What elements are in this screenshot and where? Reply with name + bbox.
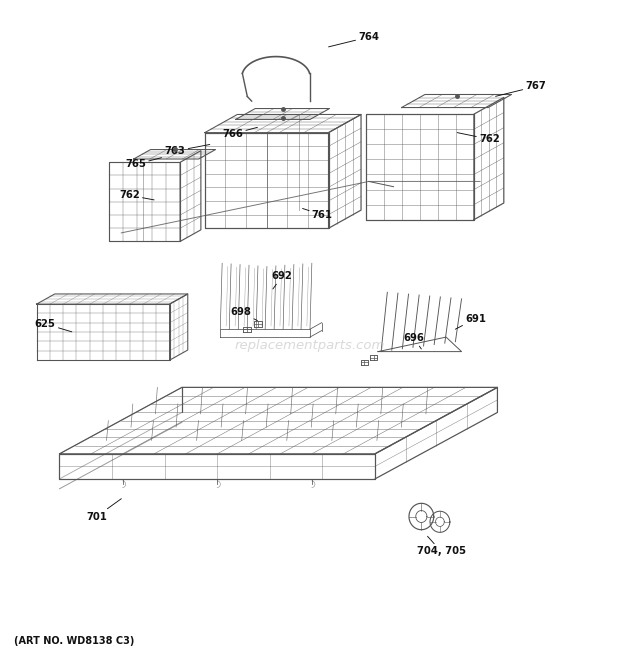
Text: 765: 765 bbox=[125, 158, 162, 169]
Text: 761: 761 bbox=[303, 208, 333, 220]
Text: 692: 692 bbox=[272, 272, 293, 289]
Text: 696: 696 bbox=[404, 333, 424, 349]
Text: 704, 705: 704, 705 bbox=[417, 536, 466, 557]
Text: 691: 691 bbox=[455, 313, 486, 329]
Text: 701: 701 bbox=[86, 498, 122, 522]
Text: (ART NO. WD8138 C3): (ART NO. WD8138 C3) bbox=[14, 636, 135, 646]
Text: 764: 764 bbox=[329, 32, 379, 47]
Text: replacementparts.com: replacementparts.com bbox=[235, 338, 385, 352]
Text: 766: 766 bbox=[222, 128, 257, 139]
Text: 767: 767 bbox=[495, 81, 546, 97]
Text: 625: 625 bbox=[35, 319, 72, 332]
Text: 763: 763 bbox=[165, 145, 210, 156]
Text: 698: 698 bbox=[230, 307, 257, 321]
Text: 762: 762 bbox=[119, 190, 154, 200]
Text: 762: 762 bbox=[457, 133, 500, 144]
